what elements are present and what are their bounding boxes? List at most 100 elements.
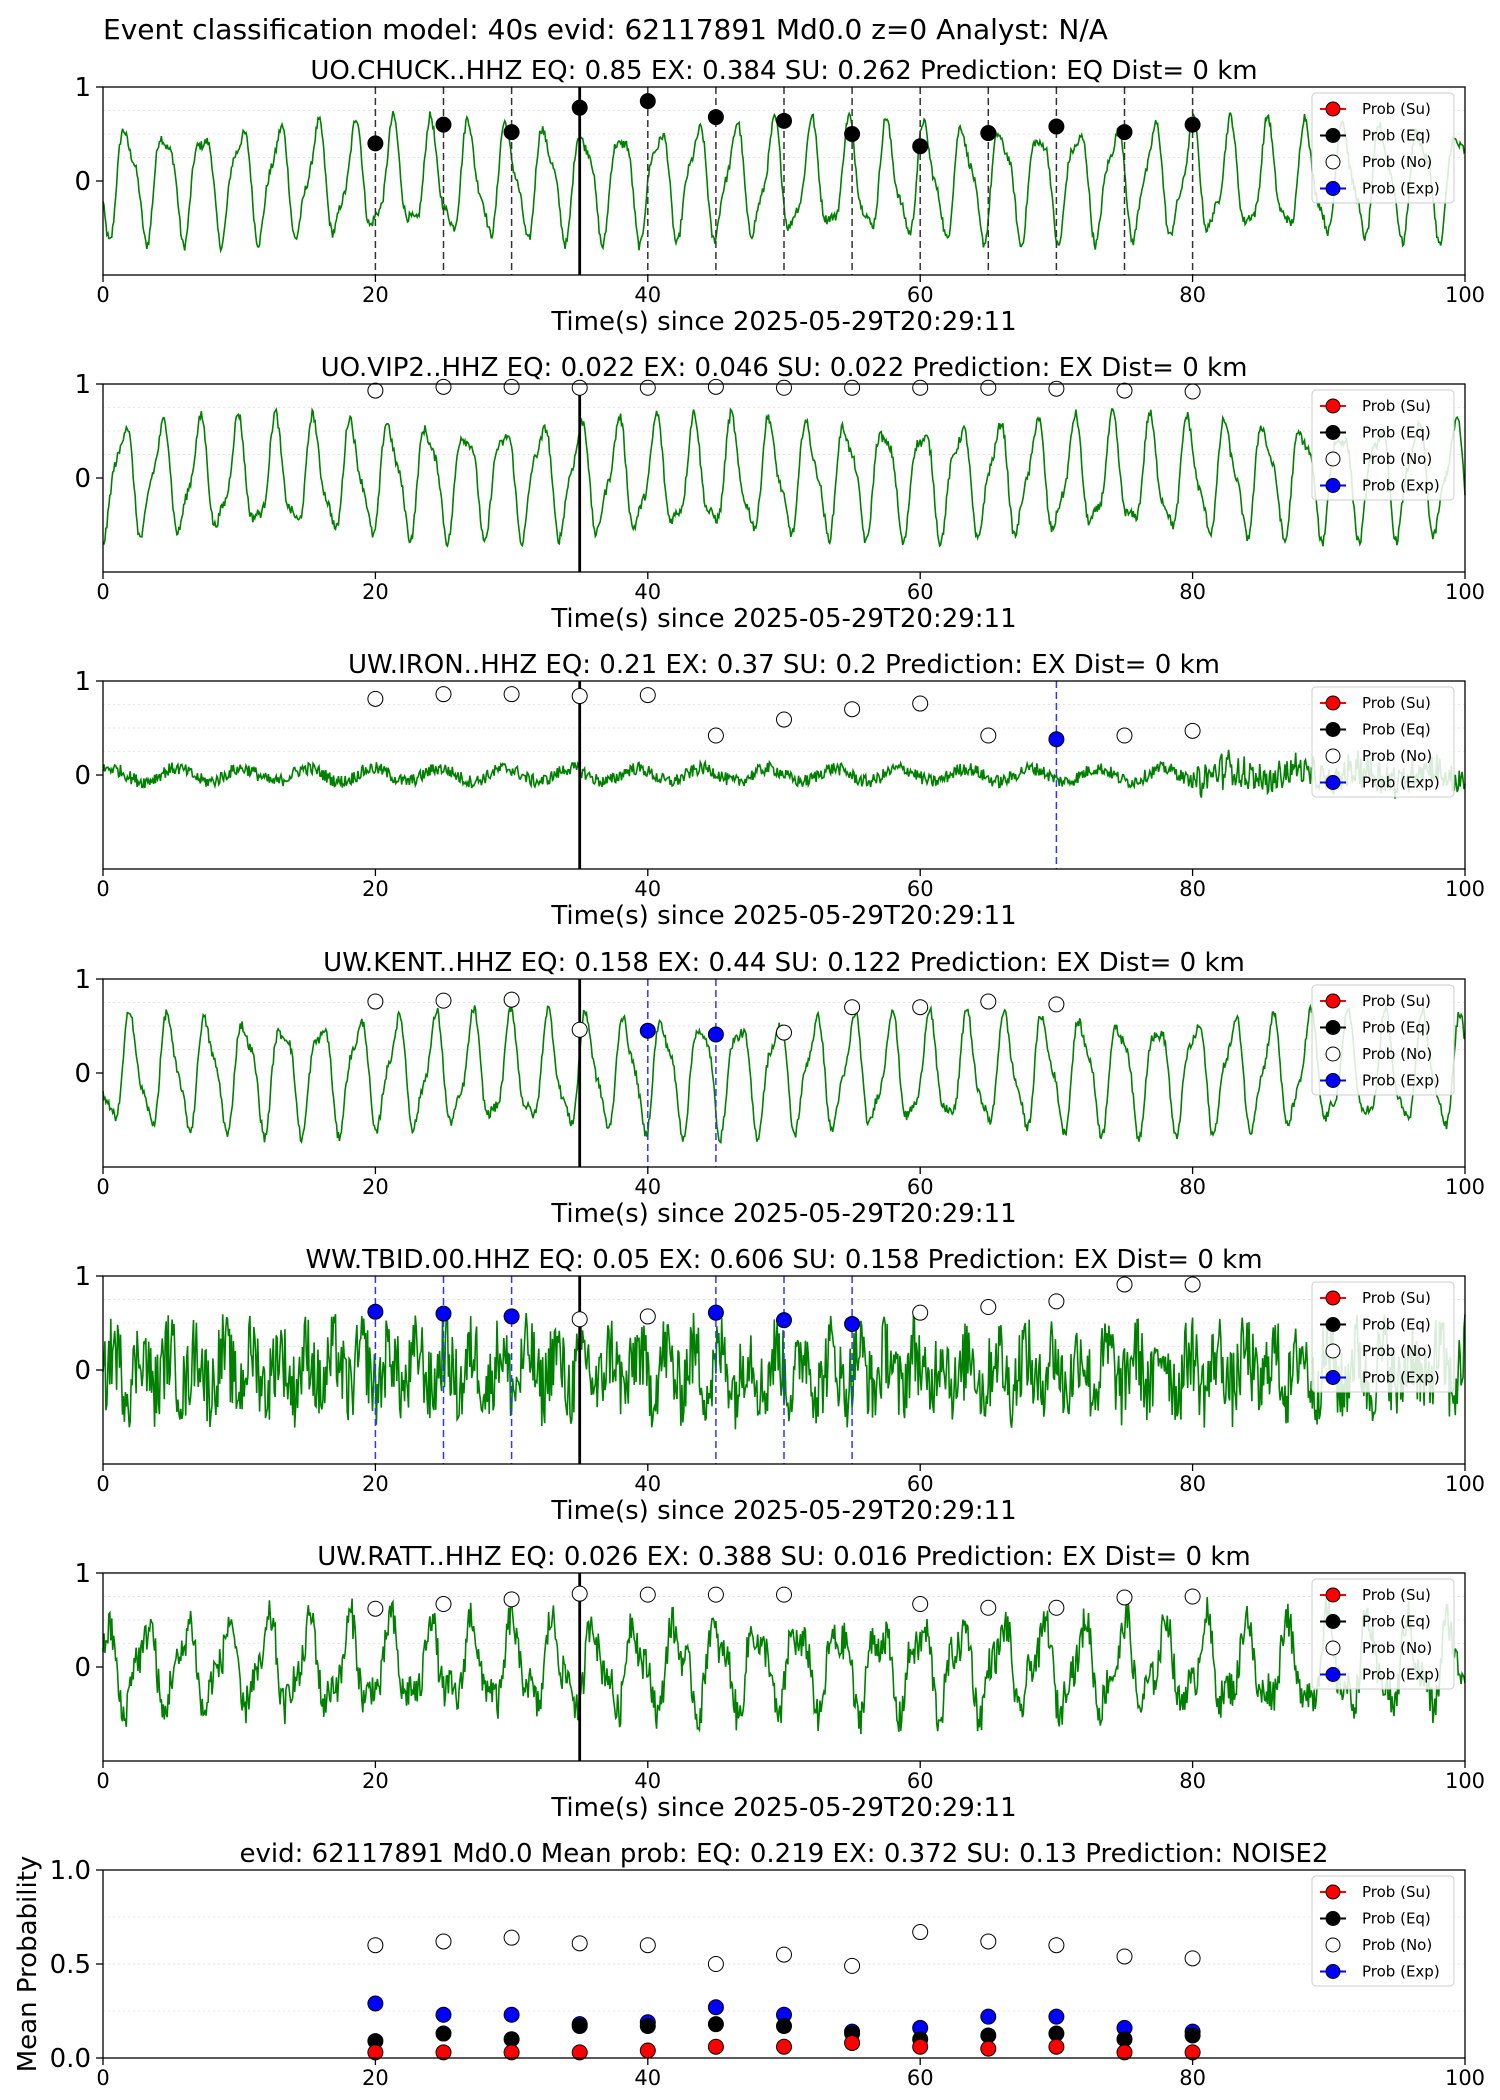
legend-box: [1311, 389, 1455, 501]
legend-marker: [1325, 993, 1341, 1009]
prob-point-no: [980, 727, 997, 744]
mean-prob-point-no: [707, 1956, 724, 1972]
y-tick-label: 1.0: [50, 1856, 91, 1886]
prob-point-exp: [503, 1308, 520, 1325]
prob-point-no: [844, 379, 861, 396]
prob-point-no: [844, 701, 861, 718]
legend-marker: [1325, 128, 1341, 143]
prob-point-no: [435, 686, 452, 703]
legend-label: Prob (Eq): [1362, 721, 1431, 739]
prob-point-eq: [707, 109, 724, 126]
prob-point-no: [707, 378, 724, 395]
x-tick-label: 100: [1445, 1769, 1485, 1793]
prob-point-no: [844, 999, 861, 1016]
mean-prob-point-eq: [776, 2018, 792, 2035]
mean-prob-point-no: [844, 1957, 861, 1974]
mean-prob-point-su: [776, 2038, 792, 2055]
legend-marker: [1325, 1937, 1341, 1953]
legend-marker: [1325, 1343, 1341, 1359]
legend-marker: [1325, 478, 1341, 493]
panel-2: UO.VIP2..HHZ EQ: 0.022 EX: 0.046 SU: 0.0…: [74, 353, 1485, 634]
panel-title: UW.IRON..HHZ EQ: 0.21 EX: 0.37 SU: 0.2 P…: [348, 650, 1220, 680]
prob-point-no: [1048, 1293, 1065, 1310]
prob-point-no: [980, 1299, 997, 1316]
mean-prob-point-su: [707, 2038, 724, 2055]
legend-label: Prob (No): [1362, 1342, 1432, 1360]
prob-point-no: [1184, 383, 1201, 400]
prob-point-no: [776, 379, 792, 396]
legend-label: Prob (Exp): [1362, 477, 1440, 495]
mean-prob-point-su: [1116, 2044, 1133, 2061]
y-tick-label: 0: [74, 1356, 91, 1386]
prob-point-no: [776, 1024, 792, 1041]
x-tick-label: 20: [362, 877, 389, 901]
prob-point-no: [367, 690, 384, 707]
x-tick-label: 0: [96, 283, 109, 307]
mean-prob-point-su: [1048, 2038, 1065, 2055]
legend-label: Prob (Su): [1362, 397, 1431, 415]
prob-point-no: [639, 687, 656, 704]
legend-marker: [1325, 1614, 1341, 1629]
prob-point-no: [503, 1591, 520, 1608]
prob-point-exp: [435, 1305, 452, 1322]
prob-point-no: [776, 1586, 792, 1603]
legend-marker: [1325, 425, 1341, 440]
mean-prob-point-no: [503, 1929, 520, 1946]
y-tick-label: 1: [74, 73, 91, 103]
panel-3: UW.IRON..HHZ EQ: 0.21 EX: 0.37 SU: 0.2 P…: [74, 650, 1485, 931]
mean-prob-point-eq: [639, 2018, 656, 2035]
mean-prob-point-exp: [980, 2008, 997, 2025]
prob-point-no: [503, 991, 520, 1008]
prob-point-no: [912, 999, 929, 1016]
x-tick-label: 0: [96, 1175, 109, 1199]
x-tick-label: 20: [362, 1175, 389, 1199]
x-tick-label: 100: [1445, 2066, 1485, 2090]
mean-prob-point-no: [1048, 1937, 1065, 1954]
mean-prob-point-no: [639, 1937, 656, 1954]
x-tick-label: 80: [1179, 2066, 1206, 2090]
panel-4: UW.KENT..HHZ EQ: 0.158 EX: 0.44 SU: 0.12…: [74, 948, 1485, 1229]
legend-label: Prob (Su): [1362, 100, 1431, 118]
prob-point-no: [367, 993, 384, 1010]
prob-point-no: [571, 1585, 588, 1602]
prob-point-eq: [1184, 116, 1201, 133]
x-tick-label: 20: [362, 1472, 389, 1496]
legend-marker: [1325, 1964, 1341, 1979]
prob-point-no: [435, 378, 452, 395]
x-tick-label: 0: [96, 1472, 109, 1496]
legend-label: Prob (Su): [1362, 1289, 1431, 1307]
waveform-trace: [102, 110, 1466, 254]
x-tick-label: 80: [1179, 580, 1206, 604]
x-axis-label: Time(s) since 2025-05-29T20:29:11: [550, 1793, 1016, 1823]
figure-suptitle: Event classification model: 40s evid: 62…: [103, 13, 1108, 46]
prob-point-no: [776, 711, 792, 728]
legend-marker: [1325, 101, 1341, 117]
x-tick-label: 60: [907, 1472, 934, 1496]
legend-box: [1311, 1875, 1455, 1987]
panel-title: UW.RATT..HHZ EQ: 0.026 EX: 0.388 SU: 0.0…: [317, 1542, 1250, 1572]
x-tick-label: 40: [634, 1472, 661, 1496]
prob-point-no: [707, 1586, 724, 1603]
prob-point-no: [912, 1596, 929, 1613]
prob-point-exp: [707, 1304, 724, 1321]
legend-marker: [1325, 1640, 1341, 1656]
legend-label: Prob (No): [1362, 747, 1432, 765]
prob-point-exp: [639, 1022, 656, 1039]
legend-marker: [1325, 1667, 1341, 1682]
legend-marker: [1325, 1317, 1341, 1332]
prob-point-no: [1048, 996, 1065, 1013]
mean-prob-point-eq: [435, 2025, 452, 2042]
mean-prob-point-no: [571, 1935, 588, 1952]
prob-point-no: [571, 1021, 588, 1038]
x-tick-label: 100: [1445, 877, 1485, 901]
legend-marker: [1325, 1046, 1341, 1062]
x-tick-label: 20: [362, 2066, 389, 2090]
panel-title: UO.CHUCK..HHZ EQ: 0.85 EX: 0.384 SU: 0.2…: [310, 56, 1257, 86]
axes-frame: [102, 978, 1466, 1168]
x-tick-label: 20: [362, 580, 389, 604]
x-tick-label: 100: [1445, 1175, 1485, 1199]
legend-marker: [1325, 1370, 1341, 1385]
prob-point-no: [503, 378, 520, 395]
y-tick-label: 1: [74, 965, 91, 995]
